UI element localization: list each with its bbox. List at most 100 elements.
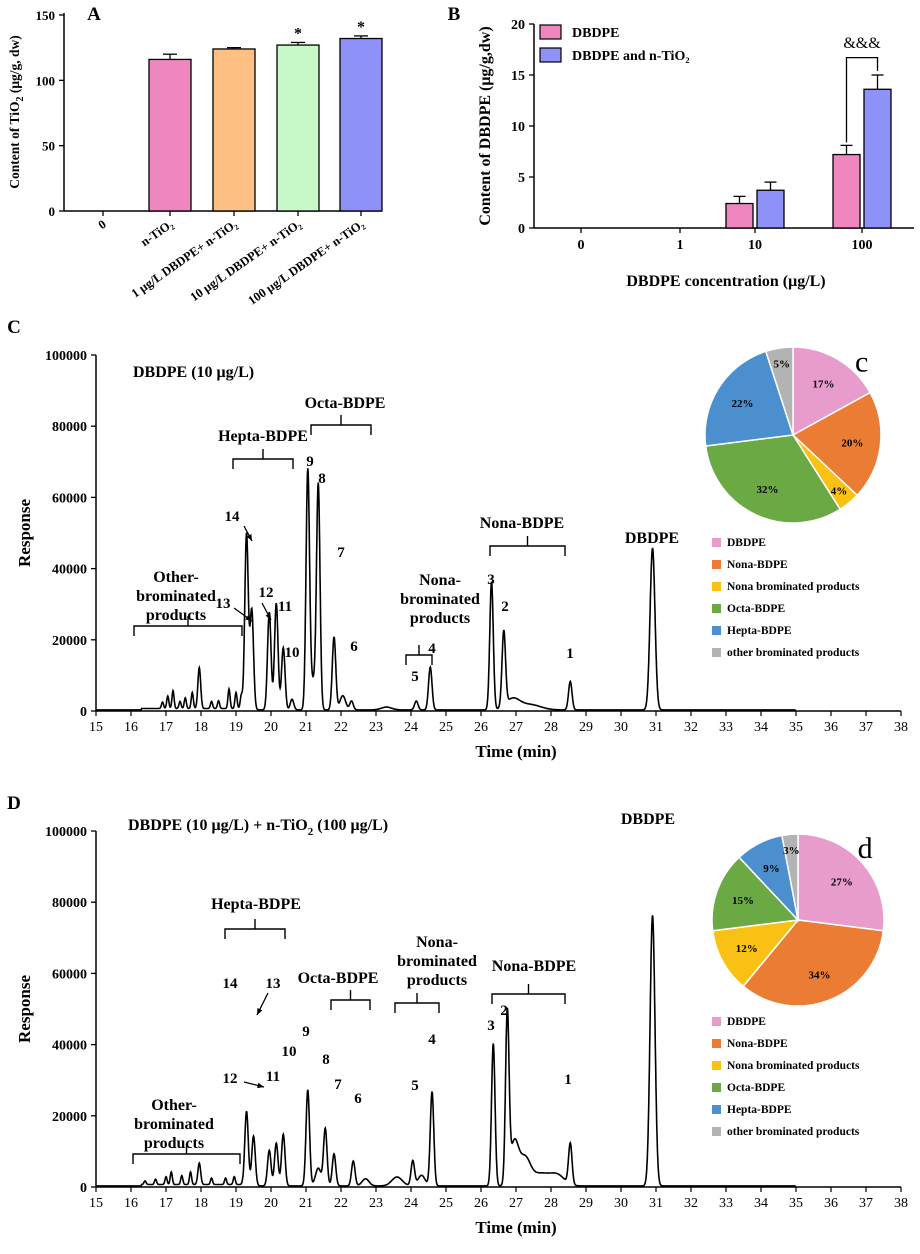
tick-label-x: 29 [579,720,593,735]
tick-label-x: 32 [684,720,698,735]
tick-label-x: 22 [334,1196,348,1211]
group-label: Octa-BDPE [305,395,386,412]
chromatogram-trace-d [96,915,796,1187]
group-label: brominated [400,591,480,608]
group-label: products [407,972,467,989]
group-bracket [489,545,566,556]
bar-a-3 [276,44,320,212]
tick-label-y: 80000 [52,896,87,911]
pie-slice-label: 15% [732,895,754,907]
significance-bracket-b [845,57,879,143]
tick-label-x: 27 [509,720,523,735]
tick-label-y: 20000 [52,1110,87,1125]
pie-legend-swatch [712,1083,721,1092]
group-label: Nona- [419,572,461,589]
peak-label: 14 [223,976,239,992]
group-bracket [310,424,372,435]
pie-legend-swatch [712,1017,721,1026]
peak-label: 4 [428,1032,436,1048]
peak-label: 12 [259,585,274,601]
tick-label-b-y: 10 [511,120,525,135]
peak-label: DBDPE [621,811,675,828]
pie-slice-3-5 [781,833,799,921]
tick-label-x: 36 [824,720,838,735]
legend-swatch-b [539,24,562,40]
panel-label-c: C [7,317,21,338]
group-label: products [410,610,470,627]
peak-label: 5 [411,669,419,685]
axis-title-y: Response [15,499,34,567]
tick-label-a-y: 150 [36,8,56,23]
tick-label-x: 33 [719,720,733,735]
tick-label-x: 24 [404,1196,418,1211]
tick-label-x: 25 [439,720,453,735]
tick-label-x: 25 [439,1196,453,1211]
peak-label: 8 [318,471,326,487]
axis-title-a-y-sub: 2 [15,97,26,102]
axis-title-a-y-main: Content of TiO [7,102,22,189]
group-label: Nona- [416,934,458,951]
tick-label-a-x: 1 μg/L DBDPE+ n-TiO₂ [129,217,240,301]
tick-label-b-x: 10 [748,238,762,253]
tick-label-x: 35 [789,1196,803,1211]
peak-label: 1 [566,646,574,662]
peak-label: 1 [564,1072,572,1088]
pie-legend-label: Nona-BDPE [727,1038,788,1050]
pie-legend-swatch [712,538,721,547]
group-bracket [132,1153,241,1164]
chromatogram-trace-c [96,468,796,711]
pie-slice-2-3 [704,434,842,524]
pie-slice-label: 4% [831,486,848,498]
pie-legend-swatch [712,648,721,657]
peak-label: 13 [266,976,281,992]
bar-b-0-2 [725,202,754,229]
pie-slice-2-5 [764,346,794,436]
panel-label-a: A [87,4,101,25]
group-label: Other- [151,1097,197,1114]
tick-label-b-x: 100 [852,238,873,253]
panel-d-title: DBDPE (10 μg/L) + n-TiO2 (100 μg/L) [128,817,388,838]
pie-slice-label: 5% [773,359,790,371]
tick-label-y: 40000 [52,1039,87,1054]
axis-title-y: Response [15,975,34,1043]
pie-legend-label: Nona brominated products [727,581,860,593]
group-label: brominated [136,588,216,605]
pie-slice-3-1 [742,919,885,1007]
peak-label: 2 [501,599,509,615]
pie-legend-label: other brominated products [727,1126,860,1138]
pie-slice-label: 22% [731,398,753,410]
group-bracket [330,999,371,1010]
axis-title-b-y: Content of DBDPE (μg/g,dw) [477,26,494,225]
tick-label-x: 29 [579,1196,593,1211]
peak-label: DBDPE [625,530,679,547]
tick-label-y: 0 [80,1181,87,1196]
tick-label-x: 21 [299,720,313,735]
tick-label-x: 33 [719,1196,733,1211]
pie-slice-label: 12% [736,943,758,955]
pie-legend-label: Nona brominated products [727,1060,860,1072]
peak-arrowhead [246,534,252,541]
axis-title-a-y: Content of TiO2 (μg/g, dw) [7,35,26,189]
pie-slice-label: 9% [763,863,780,875]
tick-label-a-y: 100 [36,73,56,88]
tick-label-a-x: 0 [96,217,109,232]
tick-label-x: 28 [544,1196,558,1211]
pie-legend-label: Hepta-BDPE [727,1104,792,1116]
pie-legend-swatch [712,1061,721,1070]
tick-label-x: 26 [474,720,488,735]
group-label: Octa-BDPE [298,970,379,987]
significance-label-b: &&& [843,35,881,52]
tick-label-b-y: 15 [511,69,525,84]
peak-label: 14 [225,509,241,525]
pie-tag: d [858,832,873,865]
bar-b-1-3 [863,88,892,229]
group-label: Hepta-BDPE [218,428,308,445]
tick-label-b-x: 0 [578,238,585,253]
tick-label-y: 60000 [52,491,87,506]
pie-slice-label: 34% [809,969,831,981]
tick-label-x: 20 [264,1196,278,1211]
pie-slice-2-1 [791,391,882,497]
pie-legend-label: DBDPE [727,1016,766,1028]
group-label: products [146,607,206,624]
